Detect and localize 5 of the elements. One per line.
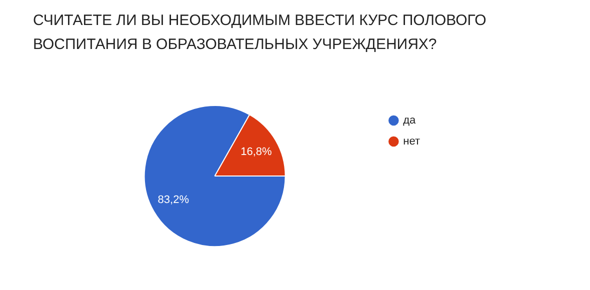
data-label: 83,2% [158, 194, 190, 206]
legend-label: нет [403, 136, 420, 148]
chart-title: СЧИТАЕТЕ ЛИ ВЫ НЕОБХОДИМЫМ ВВЕСТИ КУРС ПОЛОВОГО ВОСПИТАНИЯ В ОБРАЗОВАТЕЛЬНЫХ УЧРЕЖДЕНИЯХ? [33, 11, 488, 55]
data-label: 16,8% [240, 146, 272, 158]
legend-label: да [403, 114, 417, 127]
